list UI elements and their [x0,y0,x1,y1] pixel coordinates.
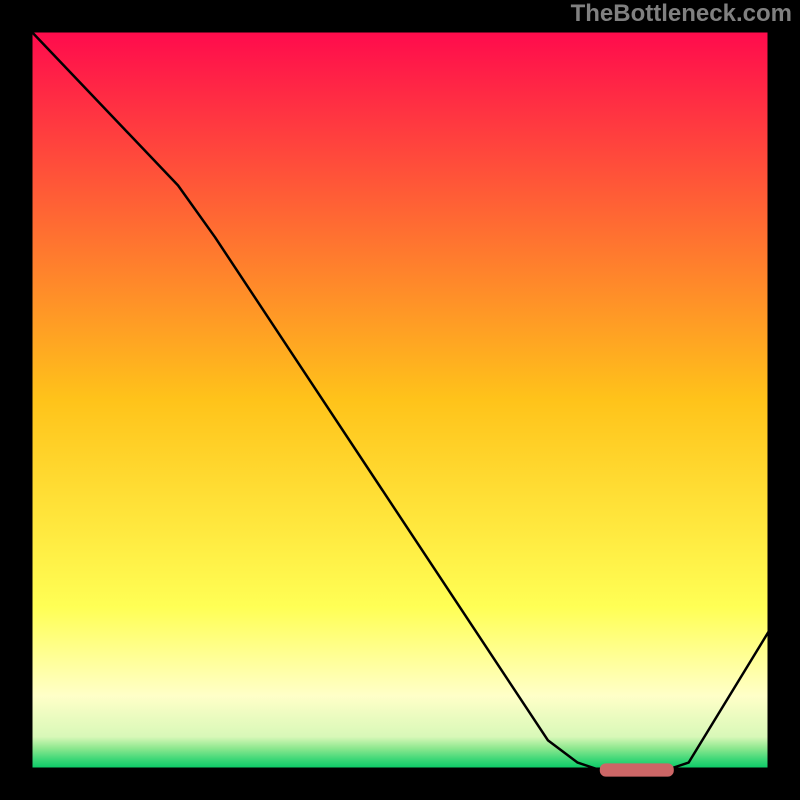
gradient-fill-rect [30,30,770,770]
optimal-range-marker [600,763,674,776]
watermark-text: TheBottleneck.com [571,0,792,28]
chart-svg [0,0,800,800]
